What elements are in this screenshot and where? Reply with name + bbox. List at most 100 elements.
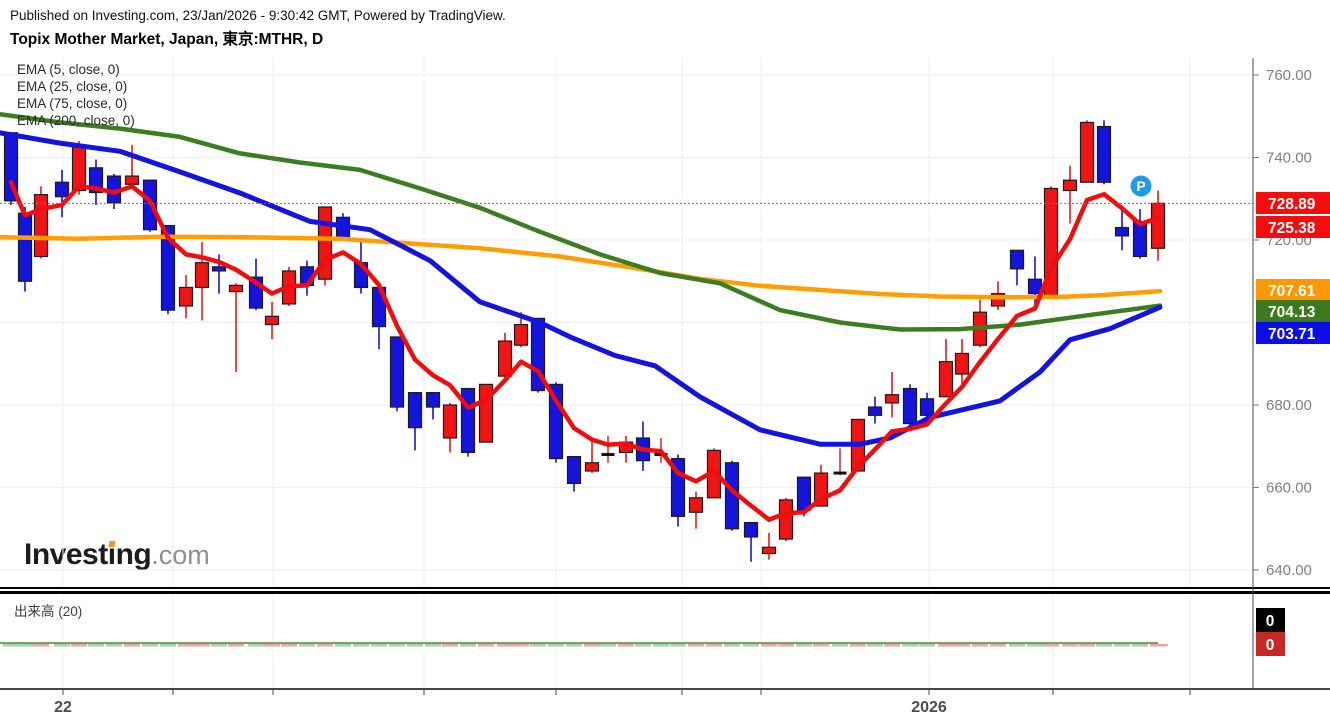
volume-bar-zero <box>513 644 529 647</box>
volume-bar-zero <box>142 644 158 647</box>
volume-bar-zero <box>706 644 722 647</box>
volume-bar-zero <box>3 644 19 647</box>
candle <box>407 392 423 451</box>
candle <box>1062 165 1078 224</box>
volume-bar-zero <box>618 644 634 647</box>
volume-bars <box>0 642 1168 647</box>
volume-bar-zero <box>299 644 315 647</box>
legend-item-ema25[interactable]: EMA (25, close, 0) <box>17 79 128 94</box>
candle-body <box>264 315 280 326</box>
price-publish-marker[interactable]: P <box>1130 175 1152 197</box>
candle-body <box>743 521 759 538</box>
volume-bar-zero <box>688 644 704 647</box>
candle-body <box>1096 125 1112 183</box>
price-badge-value: 704.13 <box>1268 304 1316 321</box>
volume-bar-zero <box>194 644 210 647</box>
candle <box>1009 249 1025 286</box>
volume-bar-zero <box>335 644 351 647</box>
price-badge: 707.61 <box>1256 279 1330 301</box>
indicator-legend: EMA (5, close, 0) EMA (25, close, 0) EMA… <box>17 61 135 129</box>
legend-item-ema200[interactable]: EMA (200, close, 0) <box>17 113 135 128</box>
candle <box>1114 209 1130 251</box>
p-marker-circle <box>1130 175 1152 197</box>
volume-badge-bg <box>1256 608 1285 632</box>
candle <box>584 440 600 474</box>
candle <box>497 332 513 381</box>
candle <box>601 435 615 463</box>
investing-logo: Investing.com <box>24 538 210 572</box>
candle <box>160 224 176 315</box>
candle-body <box>407 392 423 429</box>
volume-bar-zero <box>178 644 194 647</box>
volume-bar-zero <box>1114 644 1130 647</box>
volume-bar-zero <box>1096 644 1112 647</box>
volume-bar-zero <box>211 644 227 647</box>
volume-bar-zero <box>761 644 777 647</box>
candle-body <box>584 462 600 472</box>
volume-badge-value: 0 <box>1266 613 1275 630</box>
candle <box>1043 186 1059 298</box>
volume-bar-zero <box>1079 644 1095 647</box>
volume-bar-zero <box>497 644 513 647</box>
volume-bar-zero <box>566 644 582 647</box>
candle-body <box>513 323 529 346</box>
price-badge-value: 703.71 <box>1268 326 1316 343</box>
candle <box>938 339 954 398</box>
volume-bar-zero <box>1009 644 1025 647</box>
volume-bar-zero <box>850 644 866 647</box>
time-axis-label: 2026 <box>911 699 947 716</box>
time-axis-line <box>0 688 1330 690</box>
candle <box>1150 190 1166 261</box>
time-axis[interactable]: 22 2026 <box>54 690 1191 716</box>
volume-bar-zero <box>442 644 458 647</box>
volume-indicator-label[interactable]: 出来高 (20) <box>14 604 83 619</box>
volume-bar-zero <box>670 644 686 647</box>
legend-item-ema5[interactable]: EMA (5, close, 0) <box>17 62 120 77</box>
price-badge: 728.89 <box>1256 192 1330 214</box>
ema75-line <box>0 111 1163 332</box>
volume-bar-zero <box>938 644 954 647</box>
candle-body <box>796 476 812 511</box>
legend-item-ema75[interactable]: EMA (75, close, 0) <box>17 96 128 111</box>
price-badge: 704.13 <box>1256 300 1330 322</box>
volume-bar-zero <box>281 644 297 647</box>
candle <box>442 402 458 453</box>
candle-body <box>1009 249 1025 270</box>
pane-separator-line <box>0 587 1330 589</box>
candle-body <box>867 406 883 416</box>
candle <box>1096 120 1112 185</box>
candle <box>919 392 935 418</box>
candle <box>54 169 70 218</box>
candle <box>618 435 634 463</box>
volume-badge-bg <box>1256 632 1285 656</box>
volume-bar-zero <box>778 644 794 647</box>
volume-bar-zero <box>600 644 616 647</box>
candle <box>743 521 759 562</box>
doji-dash <box>601 453 615 456</box>
candle <box>688 491 704 529</box>
volume-bar-zero <box>902 644 918 647</box>
volume-bar-zero <box>954 644 970 647</box>
volume-bar-zero <box>124 644 140 647</box>
candle-body <box>1114 227 1130 237</box>
time-axis-label: 22 <box>54 699 72 716</box>
volume-badge: 0 <box>1256 632 1285 656</box>
volume-badge: 0 <box>1256 608 1285 632</box>
volume-bar-zero <box>548 644 564 647</box>
candle-body <box>389 336 405 408</box>
candle <box>972 299 988 348</box>
chart-title: Topix Mother Market, Japan, 東京:MTHR, D <box>10 31 324 48</box>
candle-body <box>33 194 49 258</box>
price-badge-bg <box>1256 322 1330 344</box>
volume-bar-zero <box>990 644 1006 647</box>
candle <box>228 283 244 372</box>
candle-body <box>425 392 441 408</box>
candle <box>17 207 33 292</box>
volume-bar-zero <box>478 644 494 647</box>
candle <box>194 242 210 321</box>
volume-bar-zero <box>106 644 122 647</box>
candle-body <box>902 387 918 425</box>
candle <box>317 206 333 286</box>
